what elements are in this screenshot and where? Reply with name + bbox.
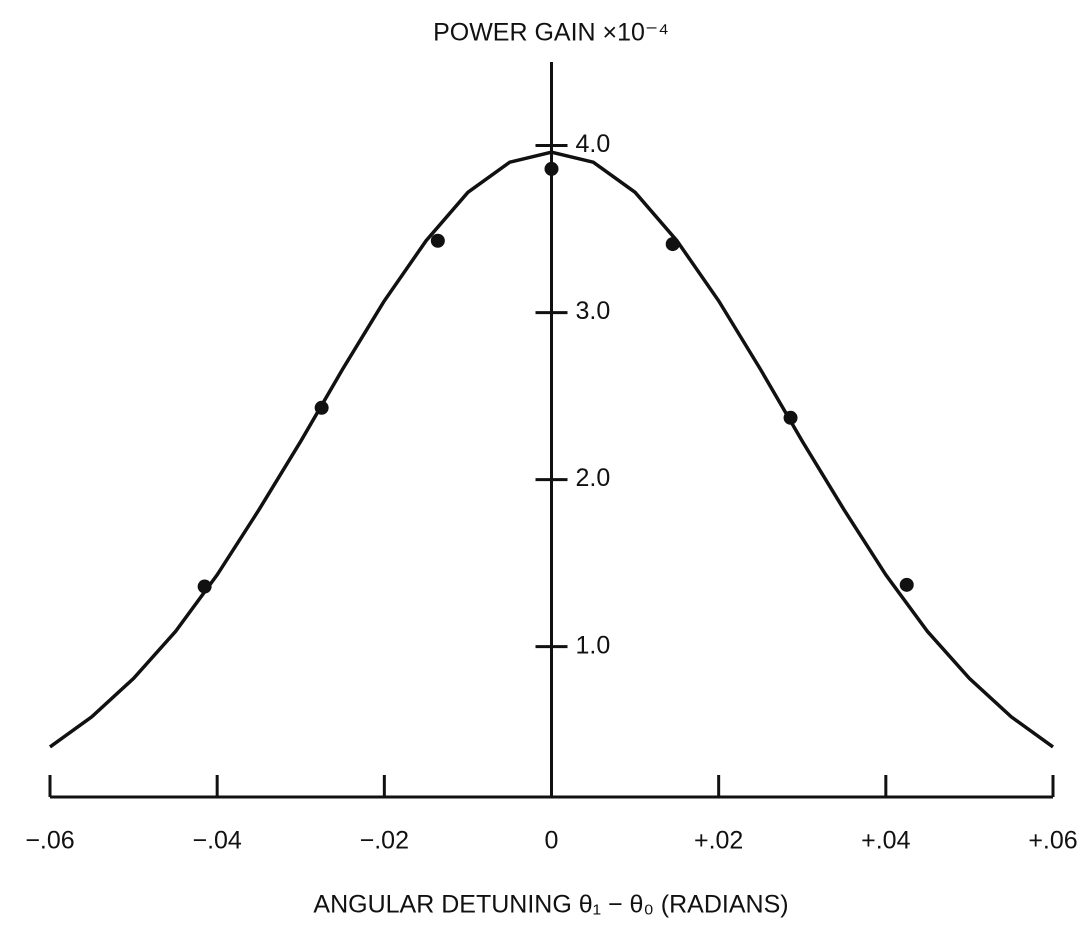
x-tick-label: +.06	[1028, 827, 1077, 855]
y-tick-label: 3.0	[576, 297, 611, 325]
y-tick-label: 4.0	[576, 130, 611, 158]
x-tick-label: +.04	[861, 827, 910, 855]
data-point	[314, 400, 329, 415]
x-tick-label: 0	[545, 827, 559, 855]
data-point	[783, 410, 798, 425]
x-axis-label: ANGULAR DETUNING θ₁ − θ₀ (RADIANS)	[313, 891, 788, 919]
x-tick-label: −.02	[360, 827, 409, 855]
fit-curve	[48, 150, 1055, 749]
data-point	[544, 161, 559, 176]
y-axis-label: POWER GAIN ×10⁻⁴	[433, 19, 669, 47]
data-point	[899, 577, 914, 592]
x-tick-label: −.06	[25, 827, 74, 855]
y-tick-label: 2.0	[576, 464, 611, 492]
data-point	[665, 237, 680, 252]
x-tick-label: −.04	[192, 827, 241, 855]
data-point	[430, 233, 445, 248]
data-point	[197, 579, 212, 594]
y-tick-label: 1.0	[576, 631, 611, 659]
x-tick-label: +.02	[694, 827, 743, 855]
